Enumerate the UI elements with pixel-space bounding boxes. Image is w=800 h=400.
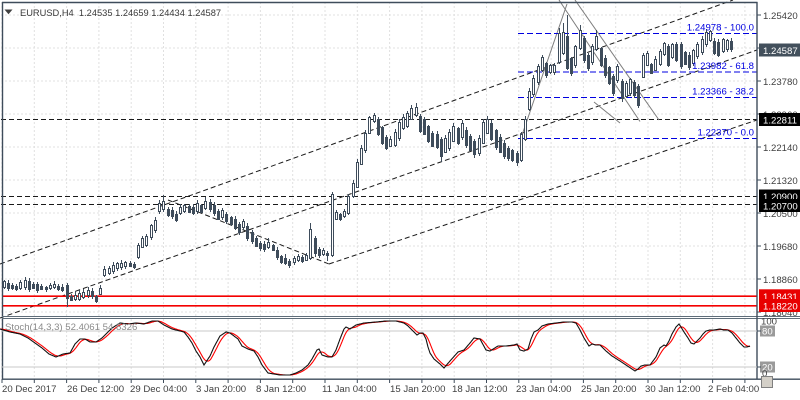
- svg-text:1.21320: 1.21320: [763, 176, 798, 187]
- svg-text:1.23780: 1.23780: [763, 77, 798, 88]
- svg-text:1.18431: 1.18431: [763, 292, 798, 303]
- svg-text:0: 0: [762, 369, 767, 380]
- svg-text:20: 20: [762, 363, 773, 374]
- svg-text:1.24587: 1.24587: [763, 46, 798, 57]
- svg-text:25 Jan 20:00: 25 Jan 20:00: [581, 384, 636, 395]
- svg-text:30 Jan 12:00: 30 Jan 12:00: [645, 384, 700, 395]
- svg-text:1.19680: 1.19680: [763, 242, 798, 253]
- svg-text:80: 80: [762, 327, 773, 338]
- svg-text:EURUSD,H4 1.24535 1.24659 1.2: EURUSD,H4 1.24535 1.24659 1.24434 1.2458…: [20, 8, 221, 18]
- svg-text:3 Jan 20:00: 3 Jan 20:00: [196, 384, 246, 395]
- svg-text:1.25420: 1.25420: [763, 11, 798, 22]
- svg-text:1.22140: 1.22140: [763, 143, 798, 154]
- svg-text:1.20500: 1.20500: [763, 209, 798, 220]
- svg-text:23 Jan 04:00: 23 Jan 04:00: [516, 384, 571, 395]
- svg-text:1.24978 - 100.0: 1.24978 - 100.0: [687, 23, 754, 34]
- svg-text:1.22370 - 0.0: 1.22370 - 0.0: [697, 128, 754, 139]
- svg-text:1.20900: 1.20900: [763, 192, 798, 203]
- svg-text:11 Jan 04:00: 11 Jan 04:00: [322, 384, 377, 395]
- svg-text:1.20700: 1.20700: [763, 202, 798, 213]
- svg-text:1.18860: 1.18860: [763, 275, 798, 286]
- svg-text:20 Dec 2017: 20 Dec 2017: [2, 384, 56, 395]
- svg-text:1.23366 - 38.2: 1.23366 - 38.2: [692, 87, 754, 98]
- svg-text:1.23982 - 61.8: 1.23982 - 61.8: [692, 61, 754, 72]
- svg-text:100: 100: [761, 317, 777, 328]
- svg-text:26 Dec 12:00: 26 Dec 12:00: [67, 384, 124, 395]
- svg-text:15 Jan 20:00: 15 Jan 20:00: [390, 384, 445, 395]
- svg-text:29 Dec 04:00: 29 Dec 04:00: [130, 384, 187, 395]
- svg-text:18 Jan 12:00: 18 Jan 12:00: [452, 384, 507, 395]
- svg-text:1.18040: 1.18040: [763, 308, 798, 319]
- svg-text:Stoch(14,3,3) 52.4061 54.8326: Stoch(14,3,3) 52.4061 54.8326: [5, 322, 137, 333]
- svg-text:8 Jan 12:00: 8 Jan 12:00: [256, 384, 306, 395]
- svg-text:2 Feb 04:00: 2 Feb 04:00: [708, 384, 759, 395]
- svg-text:1.22811: 1.22811: [763, 116, 797, 127]
- svg-text:1.18220: 1.18220: [763, 302, 798, 313]
